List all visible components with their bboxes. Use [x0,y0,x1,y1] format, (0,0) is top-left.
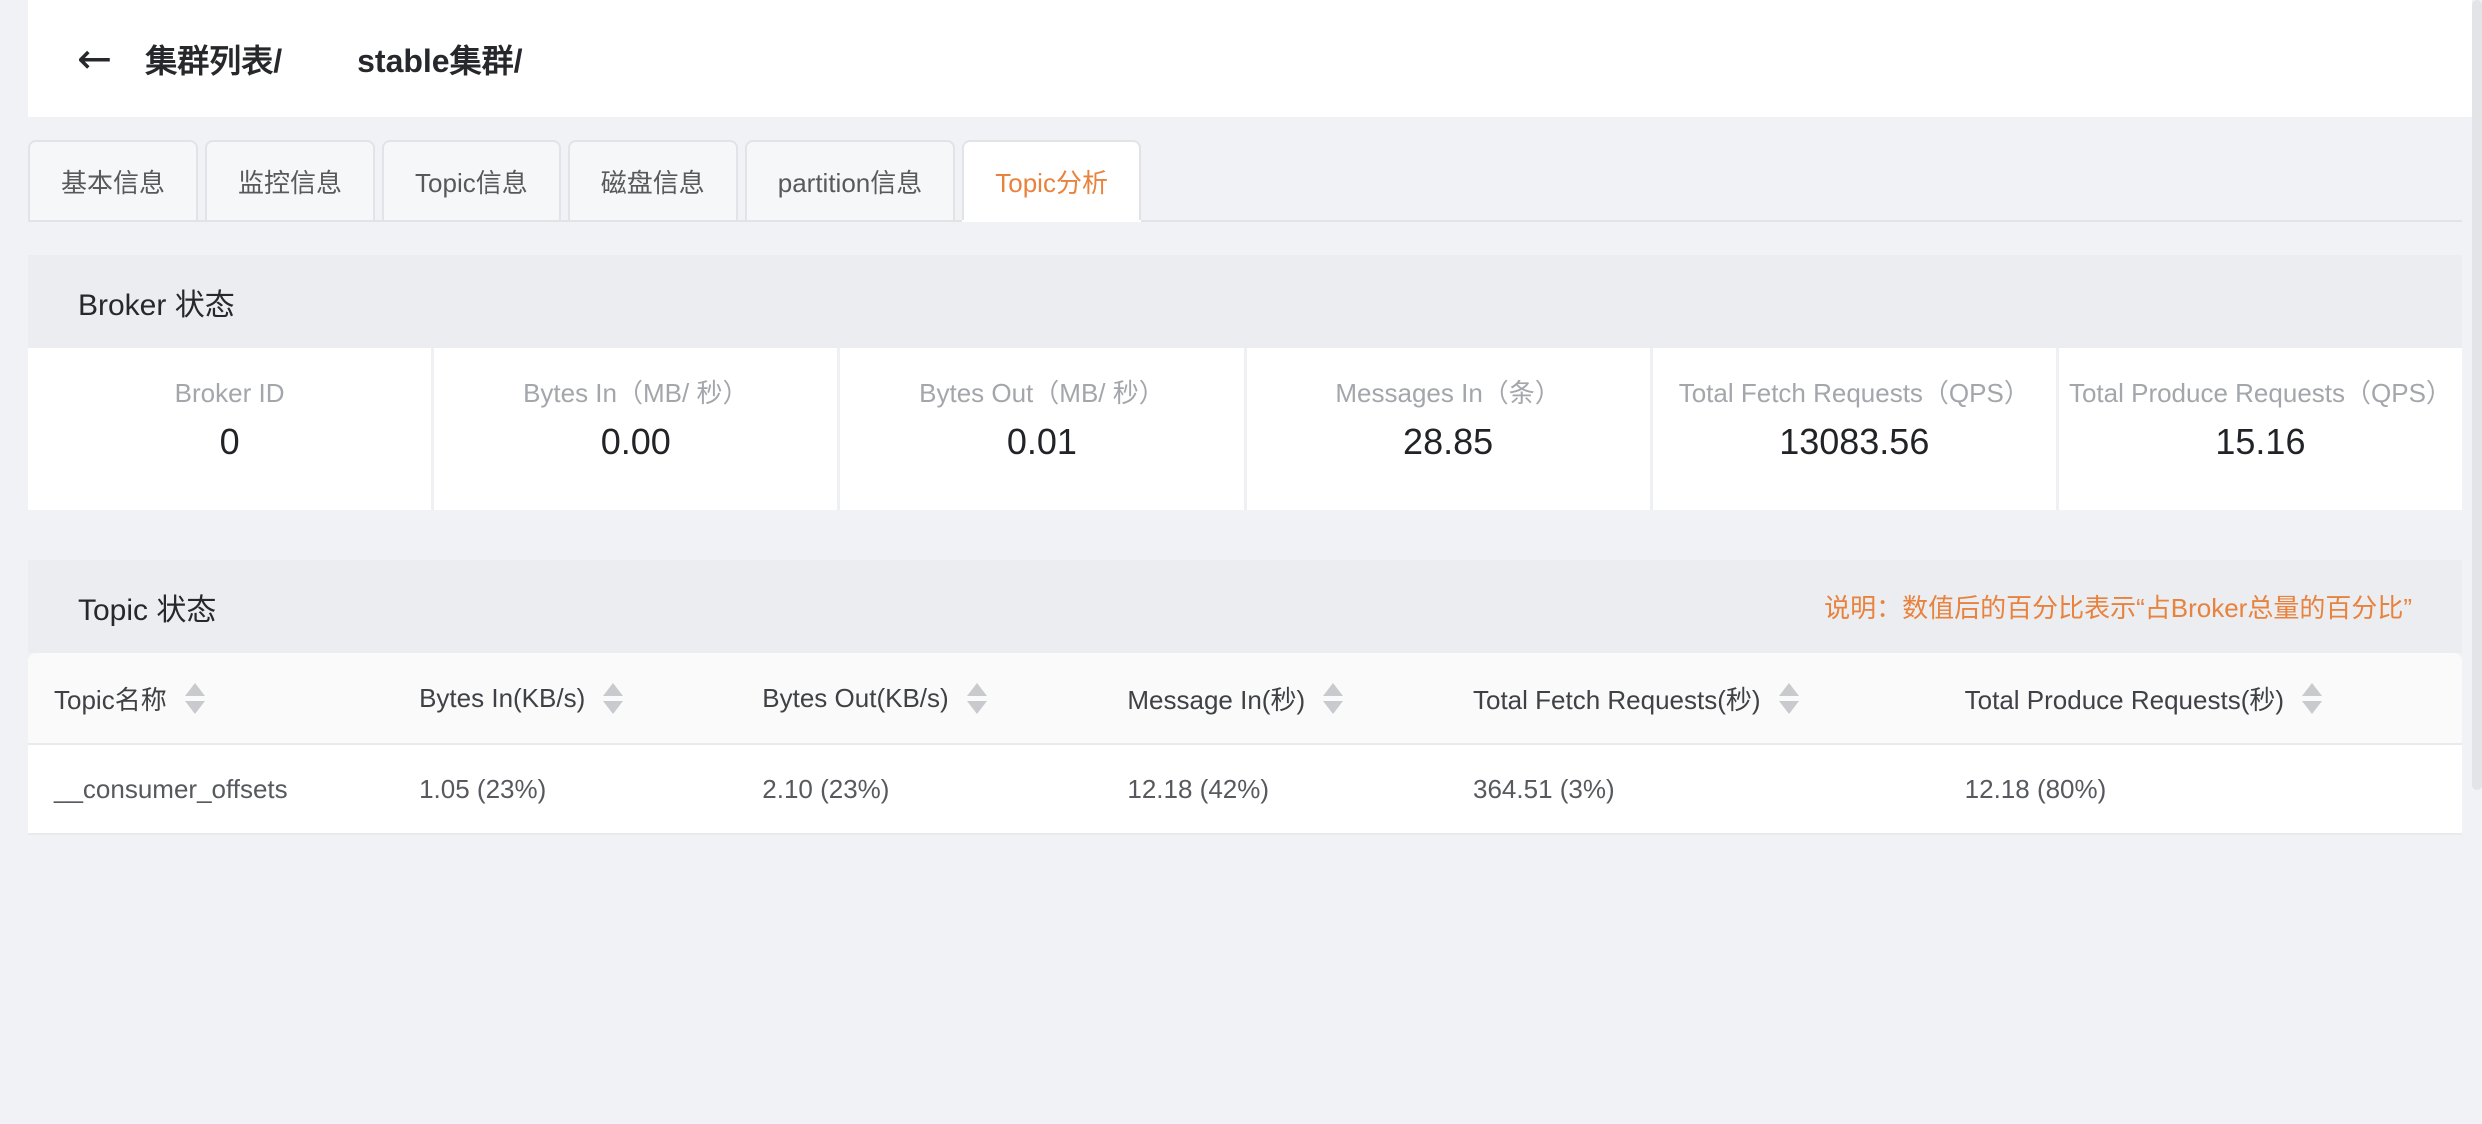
column-header-message-in[interactable]: Message In(秒) [1101,653,1447,743]
broker-status-header: Broker 状态 [28,255,2462,348]
column-header-bytes-out[interactable]: Bytes Out(KB/s) [736,653,1101,743]
broker-status-title: Broker 状态 [78,288,235,322]
metric-label: Broker ID [174,378,285,408]
sort-descending-icon [966,700,987,714]
sort-ascending-icon [1778,682,1799,696]
cell-bytes-out: 2.10 (23%) [762,773,890,804]
metric-card-bytes-in: Bytes In（MB/ 秒） 0.00 [434,348,841,510]
metric-label: Bytes In（MB/ 秒） [523,378,749,408]
cell-bytes-in: 1.05 (23%) [419,773,547,804]
cell-total-fetch-requests: 364.51 (3%) [1473,773,1615,804]
column-header-label: Topic名称 [54,684,167,715]
back-arrow-icon[interactable]: ← [77,33,113,83]
sort-carets[interactable] [1323,682,1344,714]
column-header-label: Message In(秒) [1127,684,1306,715]
breadcrumb-root[interactable]: 集群列表/ [145,42,283,79]
metric-card-bytes-out: Bytes Out（MB/ 秒） 0.01 [840,348,1247,510]
cell-topic-name: __consumer_offsets [54,773,288,804]
metric-value: 0.01 [1006,421,1077,462]
metric-label: Total Fetch Requests（QPS） [1678,378,2030,408]
breadcrumb-current[interactable]: stable集群/ [357,42,523,79]
column-header-topic-name[interactable]: Topic名称 [28,653,393,743]
tab-disk-info[interactable]: 磁盘信息 [567,140,738,220]
broker-metrics: Broker ID 0 Bytes In（MB/ 秒） 0.00 Bytes O… [28,348,2463,510]
sort-carets[interactable] [966,682,987,714]
metric-value: 13083.56 [1779,421,1930,462]
sort-ascending-icon [184,682,205,696]
cell-total-produce-requests: 12.18 (80%) [1964,773,2107,804]
tab-monitoring-info[interactable]: 监控信息 [205,140,376,220]
metric-card-total-fetch-requests: Total Fetch Requests（QPS） 13083.56 [1652,348,2059,510]
sort-carets[interactable] [184,682,205,714]
topic-status-header: Topic 状态 说明：数值后的百分比表示“占Broker总量的百分比” [28,560,2462,653]
sort-ascending-icon [603,682,624,696]
sort-descending-icon [1323,700,1344,714]
percentage-note: 说明：数值后的百分比表示“占Broker总量的百分比” [1824,593,2412,623]
sort-ascending-icon [966,682,987,696]
sort-ascending-icon [1323,682,1344,696]
topic-table: Topic名称 Bytes In(KB/s) Bytes Out(KB/s) M… [28,653,2462,835]
scrollbar-thumb[interactable] [2472,0,2482,790]
table-row: __consumer_offsets 1.05 (23%) 2.10 (23%)… [28,745,2462,835]
sort-carets[interactable] [1778,682,1799,714]
metric-value: 15.16 [2215,421,2306,462]
page-header: ← 集群列表/ stable集群/ [28,0,2472,117]
topic-status-section: Topic 状态 说明：数值后的百分比表示“占Broker总量的百分比” Top… [28,560,2462,835]
tab-bar: 基本信息 监控信息 Topic信息 磁盘信息 partition信息 Topic… [28,140,2462,222]
metric-card-messages-in: Messages In（条） 28.85 [1246,348,1653,510]
metric-label: Bytes Out（MB/ 秒） [919,378,1165,408]
column-header-label: Total Fetch Requests(秒) [1473,684,1761,715]
sort-descending-icon [1778,700,1799,714]
column-header-label: Bytes Out(KB/s) [762,682,949,713]
broker-status-section: Broker 状态 Broker ID 0 Bytes In（MB/ 秒） 0.… [28,255,2463,510]
tab-topic-analysis[interactable]: Topic分析 [962,140,1141,220]
metric-value: 0.00 [600,421,671,462]
column-header-label: Total Produce Requests(秒) [1964,684,2285,715]
tab-basic-info[interactable]: 基本信息 [28,140,199,220]
cell-message-in: 12.18 (42%) [1127,773,1270,804]
sort-ascending-icon [2302,682,2323,696]
sort-carets[interactable] [2302,682,2323,714]
tab-partition-info[interactable]: partition信息 [744,140,956,220]
metric-card-broker-id: Broker ID 0 [28,348,435,510]
metric-label: Total Produce Requests（QPS） [2068,378,2452,408]
sort-descending-icon [2302,700,2323,714]
metric-label: Messages In（条） [1335,378,1561,408]
metric-card-total-produce-requests: Total Produce Requests（QPS） 15.16 [2058,348,2463,510]
sort-descending-icon [603,700,624,714]
metric-value: 0 [219,421,240,462]
topic-status-title: Topic 状态 [78,593,217,627]
topic-table-header-row: Topic名称 Bytes In(KB/s) Bytes Out(KB/s) M… [28,653,2462,745]
sort-carets[interactable] [603,682,624,714]
metric-value: 28.85 [1403,421,1494,462]
sort-descending-icon [184,700,205,714]
column-header-total-fetch-requests[interactable]: Total Fetch Requests(秒) [1447,653,1939,743]
tab-topic-info[interactable]: Topic信息 [382,140,561,220]
column-header-label: Bytes In(KB/s) [419,682,586,713]
column-header-total-produce-requests[interactable]: Total Produce Requests(秒) [1939,653,2462,743]
column-header-bytes-in[interactable]: Bytes In(KB/s) [393,653,736,743]
